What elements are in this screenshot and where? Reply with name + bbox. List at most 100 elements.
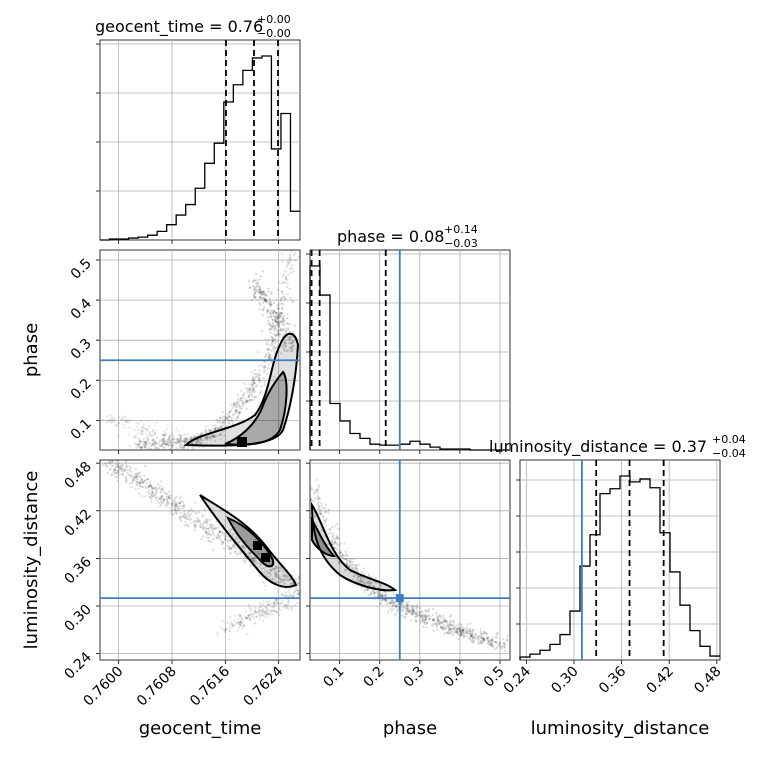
sample-point — [176, 448, 179, 450]
sample-point — [249, 618, 252, 621]
sample-point — [272, 602, 275, 606]
sample-point — [141, 481, 144, 485]
sample-point — [229, 546, 233, 549]
sample-point — [179, 442, 182, 446]
sample-point — [173, 508, 177, 511]
sample-point — [259, 563, 262, 566]
sample-point — [258, 291, 261, 294]
sample-point — [141, 486, 144, 489]
sample-point — [290, 594, 294, 598]
sample-point — [282, 582, 285, 585]
sample-point — [244, 387, 248, 390]
sample-point — [273, 328, 276, 331]
sample-point — [281, 293, 285, 296]
sample-point — [247, 395, 250, 398]
sample-point — [269, 331, 272, 335]
sample-point — [284, 594, 288, 598]
sample-point — [136, 475, 139, 478]
sample-point — [265, 294, 269, 297]
sample-point — [212, 435, 215, 439]
sample-point — [341, 556, 344, 559]
sample-point — [467, 631, 470, 634]
sample-point — [196, 440, 199, 443]
sample-point — [239, 397, 242, 400]
sample-point — [335, 534, 339, 538]
sample-point — [251, 384, 255, 387]
sample-point — [156, 483, 160, 486]
sample-point — [280, 312, 284, 315]
sample-point — [192, 447, 195, 450]
sample-point — [432, 619, 435, 622]
sample-point — [138, 482, 141, 485]
sample-point — [369, 592, 373, 595]
sample-point — [144, 449, 146, 450]
sample-point — [496, 631, 499, 635]
sample-point — [263, 612, 266, 615]
sample-point — [234, 405, 237, 409]
sample-point — [345, 558, 348, 561]
sample-point — [437, 622, 440, 626]
sample-point — [183, 433, 186, 436]
sample-point — [117, 465, 120, 468]
sample-point — [279, 299, 282, 302]
sample-point — [363, 590, 366, 594]
sample-point — [267, 290, 270, 293]
sample-point — [372, 590, 375, 593]
sample-point — [143, 480, 146, 483]
sample-point — [266, 372, 269, 376]
sample-point — [406, 603, 410, 606]
sample-point — [111, 418, 115, 421]
sample-point — [184, 437, 187, 440]
sample-point — [161, 433, 165, 436]
sample-point — [124, 415, 128, 418]
sample-point — [147, 452, 149, 454]
sample-point — [289, 337, 292, 340]
sample-point — [413, 616, 416, 619]
sample-point — [250, 557, 253, 560]
sample-point — [269, 309, 273, 312]
sample-point — [125, 465, 128, 468]
sample-point — [201, 535, 205, 538]
sample-point — [286, 604, 289, 607]
sample-point — [267, 348, 270, 351]
sample-point — [145, 482, 148, 485]
sample-point — [263, 615, 267, 618]
sample-point — [158, 487, 161, 490]
sample-point — [460, 630, 464, 633]
sample-point — [171, 513, 174, 516]
sample-point — [441, 621, 444, 625]
sample-point — [392, 601, 395, 604]
sample-point — [277, 603, 281, 606]
sample-point — [259, 615, 262, 618]
sample-point — [500, 645, 503, 648]
sample-point — [477, 637, 481, 641]
sample-point — [256, 285, 259, 288]
sample-point — [263, 366, 266, 369]
sample-point — [286, 292, 289, 296]
sample-point — [448, 628, 451, 632]
sample-point — [330, 539, 334, 543]
sample-point — [113, 468, 116, 472]
sample-point — [172, 437, 175, 440]
sample-point — [175, 437, 178, 441]
sample-point — [264, 298, 267, 302]
sample-point — [182, 512, 186, 515]
sample-point — [237, 552, 240, 555]
sample-point — [258, 288, 262, 292]
sample-point — [164, 432, 167, 435]
sample-point — [150, 497, 153, 501]
sample-point — [136, 480, 139, 483]
sample-point — [137, 440, 141, 443]
sample-point — [285, 322, 289, 325]
sample-point — [114, 460, 116, 461]
sample-point — [289, 582, 293, 585]
sample-point — [160, 438, 163, 442]
sample-point — [420, 610, 424, 613]
sample-point — [182, 504, 186, 507]
sample-point — [259, 297, 262, 300]
sample-point — [313, 515, 317, 518]
sample-point — [175, 511, 179, 514]
sample-point — [248, 551, 251, 555]
sample-point — [266, 603, 270, 607]
sample-point — [481, 637, 484, 640]
